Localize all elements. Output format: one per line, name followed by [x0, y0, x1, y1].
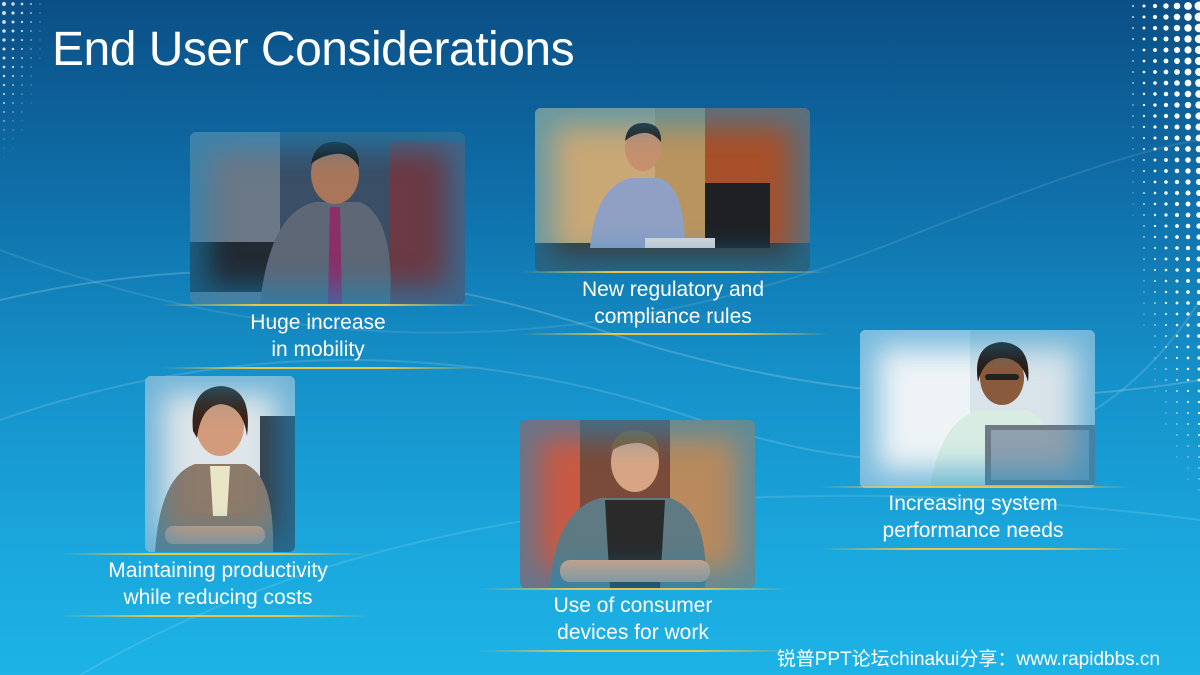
- card-label: Use of consumer devices for work: [483, 592, 783, 646]
- top-rule: [160, 304, 480, 306]
- halftone-dots-left: [1, 1, 41, 158]
- label-line-1: New regulatory and: [581, 278, 765, 301]
- label-line-1: Increasing system: [888, 492, 1058, 515]
- card-label: Maintaining productivity while reducing …: [63, 557, 373, 611]
- woman-laptop-photo: [860, 330, 1095, 488]
- label-line-1: Use of consumer: [553, 594, 713, 617]
- card-label: Huge increase in mobility: [168, 309, 468, 363]
- bottom-rule: [480, 650, 790, 652]
- label-line-1: Huge increase: [250, 311, 386, 334]
- bottom-rule: [520, 333, 830, 335]
- top-rule: [60, 553, 370, 555]
- top-rule: [480, 588, 790, 590]
- bottom-rule: [160, 367, 480, 369]
- halftone-dots-right: [1132, 1, 1200, 491]
- label-line-2: performance needs: [882, 519, 1064, 542]
- label-line-1: Maintaining productivity: [108, 559, 328, 582]
- top-rule: [820, 486, 1130, 488]
- card-label: New regulatory and compliance rules: [523, 276, 823, 330]
- footer-watermark-text: 锐普PPT论坛chinakui分享：www.rapidbbs.cn: [776, 649, 1160, 670]
- bottom-rule: [60, 615, 370, 617]
- office-worker-photo: [535, 108, 810, 272]
- label-line-2: in mobility: [271, 338, 365, 361]
- businessman-photo: [190, 132, 465, 304]
- label-line-2: while reducing costs: [123, 586, 313, 609]
- slide-title: End User Considerations: [52, 23, 575, 76]
- label-line-2: compliance rules: [594, 305, 752, 328]
- businesswoman-photo: [145, 376, 295, 552]
- bottom-rule: [820, 548, 1130, 550]
- card-label: Increasing system performance needs: [823, 490, 1123, 544]
- shop-worker-photo: [520, 420, 755, 588]
- top-rule: [520, 271, 830, 273]
- label-line-2: devices for work: [557, 621, 709, 644]
